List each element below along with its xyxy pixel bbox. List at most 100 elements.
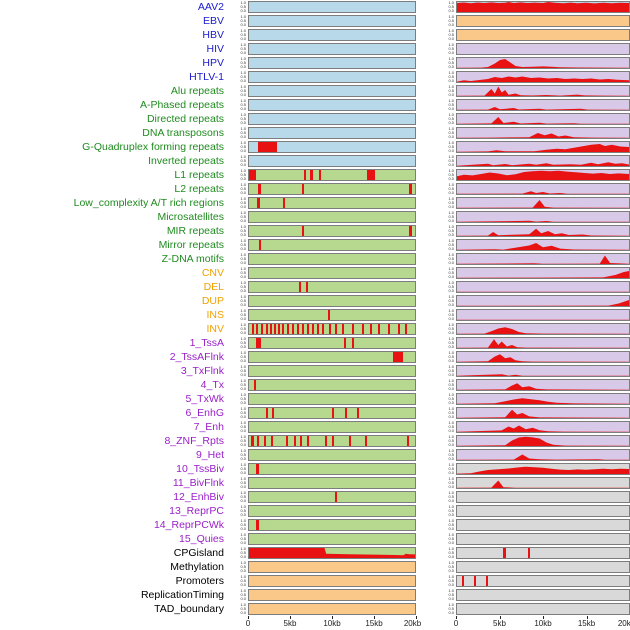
track-row: Directed repeats 1.0 0.5 0.0 1.0 0.5 0.0 [0, 112, 630, 126]
track-row: Promoters 1.0 0.5 0.0 1.0 0.5 0.0 [0, 574, 630, 588]
track-panel-left [248, 561, 416, 573]
y-tick-label: 0.0 [448, 288, 454, 293]
signal-area [457, 144, 629, 152]
signal-mark [278, 324, 281, 334]
track-panel-left [248, 141, 416, 153]
y-tick-label: 0.0 [240, 568, 246, 573]
y-tick-label: 1.0 [448, 266, 454, 271]
track-row: INS 1.0 0.5 0.0 1.0 0.5 0.0 [0, 308, 630, 322]
signal-mark [343, 338, 346, 348]
track-panel-left [248, 57, 416, 69]
signal-area [457, 300, 629, 306]
y-tick-label: 0.5 [448, 214, 454, 219]
y-axis-ticks: 1.0 0.5 0.0 [438, 435, 456, 447]
y-tick-label: 1.0 [448, 126, 454, 131]
track-label: L1 repeats [174, 169, 224, 181]
track-panel-left [248, 449, 416, 461]
y-axis-ticks: 1.0 0.5 0.0 [230, 463, 248, 475]
track-panel-left [248, 435, 416, 447]
y-tick-label: 1.0 [448, 392, 454, 397]
x-tick-mark [499, 616, 501, 619]
track-panel-left [248, 295, 416, 307]
y-axis-ticks: 1.0 0.5 0.0 [230, 127, 248, 139]
y-tick-label: 0.0 [240, 274, 246, 279]
y-axis-ticks: 1.0 0.5 0.0 [438, 351, 456, 363]
track-label: Alu repeats [170, 85, 224, 97]
y-tick-label: 0.5 [240, 550, 246, 555]
y-tick-label: 1.0 [240, 42, 246, 47]
tracks-container: AAV2 1.0 0.5 0.0 1.0 0.5 0.0 EBV 1.0 0.5 0.0 1.0 0.5… [0, 0, 630, 615]
signal-mark [365, 436, 368, 446]
y-axis-ticks: 1.0 0.5 0.0 [230, 295, 248, 307]
track-label: 10_TssBiv [176, 463, 224, 475]
signal-mark [306, 282, 309, 292]
y-tick-label: 1.0 [240, 294, 246, 299]
y-tick-label: 0.5 [240, 396, 246, 401]
track-panel-left [248, 127, 416, 139]
y-tick-label: 0.5 [240, 116, 246, 121]
y-tick-label: 0.0 [448, 204, 454, 209]
y-tick-label: 0.5 [448, 256, 454, 261]
y-tick-label: 0.0 [240, 232, 246, 237]
track-label: Mirror repeats [158, 239, 224, 251]
y-tick-label: 0.5 [240, 522, 246, 527]
panel-gap [416, 504, 438, 518]
track-row: 8_ZNF_Rpts 1.0 0.5 0.0 1.0 0.5 0.0 [0, 434, 630, 448]
y-tick-label: 0.5 [448, 494, 454, 499]
y-tick-label: 0.0 [448, 78, 454, 83]
signal-mark [252, 324, 255, 334]
track-label: G-Quadruplex forming repeats [82, 141, 224, 153]
y-tick-label: 0.0 [448, 540, 454, 545]
y-tick-label: 0.5 [240, 144, 246, 149]
track-panel-left [248, 421, 416, 433]
panel-gap [416, 294, 438, 308]
track-row: 3_TxFlnk 1.0 0.5 0.0 1.0 0.5 0.0 [0, 364, 630, 378]
y-axis-ticks: 1.0 0.5 0.0 [438, 15, 456, 27]
track-row: 9_Het 1.0 0.5 0.0 1.0 0.5 0.0 [0, 448, 630, 462]
panel-gap [416, 0, 438, 14]
panel-gap [416, 56, 438, 70]
y-tick-label: 0.0 [448, 596, 454, 601]
track-panel-left [248, 253, 416, 265]
track-label: L2 repeats [174, 183, 224, 195]
y-tick-label: 1.0 [448, 238, 454, 243]
y-tick-label: 1.0 [448, 364, 454, 369]
track-label: Promoters [175, 575, 224, 587]
y-axis-ticks: 1.0 0.5 0.0 [230, 211, 248, 223]
track-label: Microsatellites [157, 211, 224, 223]
y-tick-label: 0.5 [240, 60, 246, 65]
y-tick-label: 1.0 [240, 406, 246, 411]
track-label: DUP [201, 295, 224, 307]
y-tick-label: 1.0 [448, 532, 454, 537]
y-tick-label: 0.5 [448, 312, 454, 317]
y-tick-label: 0.5 [448, 578, 454, 583]
panel-gap [416, 28, 438, 42]
track-panel-right [456, 155, 630, 167]
y-tick-label: 0.0 [448, 414, 454, 419]
y-tick-label: 0.0 [240, 204, 246, 209]
y-tick-label: 0.0 [448, 330, 454, 335]
signal-mark [298, 282, 301, 292]
y-axis-ticks: 1.0 0.5 0.0 [438, 85, 456, 97]
y-tick-label: 1.0 [240, 546, 246, 551]
signal-mark [393, 352, 403, 362]
y-tick-label: 0.5 [240, 606, 246, 611]
signal-area [457, 466, 629, 474]
track-row: Z-DNA motifs 1.0 0.5 0.0 1.0 0.5 0.0 [0, 252, 630, 266]
y-tick-label: 0.5 [240, 326, 246, 331]
y-tick-label: 0.5 [448, 186, 454, 191]
panel-gap [416, 252, 438, 266]
y-tick-label: 0.0 [240, 610, 246, 615]
signal-mark [255, 520, 259, 530]
y-tick-label: 1.0 [240, 14, 246, 19]
y-axis-ticks: 1.0 0.5 0.0 [438, 239, 456, 251]
y-axis-ticks: 1.0 0.5 0.0 [438, 421, 456, 433]
y-tick-label: 0.0 [240, 106, 246, 111]
panel-gap [416, 560, 438, 574]
signal-mark [302, 324, 305, 334]
track-panel-left [248, 1, 416, 13]
track-panel-left [248, 197, 416, 209]
track-label: 5_TxWk [185, 393, 224, 405]
y-tick-label: 0.5 [448, 270, 454, 275]
y-tick-label: 1.0 [448, 490, 454, 495]
